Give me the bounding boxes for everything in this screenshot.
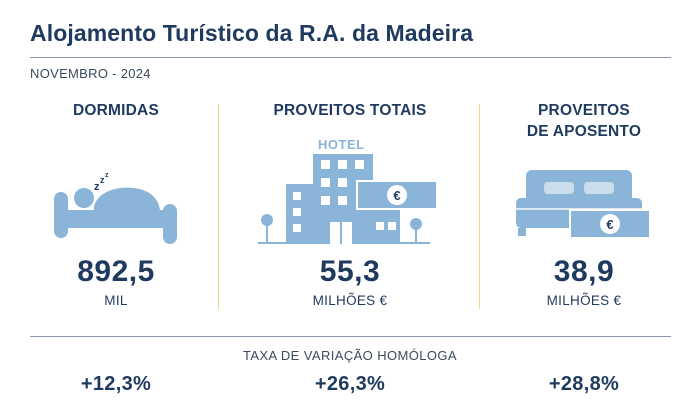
variation-label: TAXA DE VARIAÇÃO HOMÓLOGA xyxy=(243,348,457,363)
svg-text:€: € xyxy=(393,188,400,203)
indicator-value: 38,9 xyxy=(553,255,615,288)
hotel-icon: HOTEL € xyxy=(258,136,438,253)
variation-rate-proveitos-aposento: +28,8% xyxy=(548,373,620,395)
variation-rate-dormidas: +12,3% xyxy=(80,373,152,395)
svg-text:z: z xyxy=(105,172,109,179)
svg-text:z: z xyxy=(100,175,105,185)
column-divider xyxy=(218,104,219,309)
indicator-value: 55,3 xyxy=(319,255,381,288)
indicator-heading: DORMIDAS xyxy=(73,102,159,119)
svg-text:€: € xyxy=(606,217,613,232)
indicator-heading-line2: DE APOSENTO xyxy=(526,123,642,140)
column-divider xyxy=(479,104,480,309)
hotel-sign-text: HOTEL xyxy=(318,137,365,152)
svg-text:z: z xyxy=(94,181,100,193)
section-divider xyxy=(30,336,671,337)
indicator-unit: MILHÕES € xyxy=(546,293,622,308)
indicator-value: 892,5 xyxy=(77,255,155,288)
indicator-unit: MILHÕES € xyxy=(312,293,388,308)
period-label: NOVEMBRO - 2024 xyxy=(30,66,151,81)
indicator-heading-line1: PROVEITOS xyxy=(538,102,630,119)
page-title: Alojamento Turístico da R.A. da Madeira xyxy=(30,20,474,46)
variation-rate-proveitos-totais: +26,3% xyxy=(314,373,386,395)
indicator-heading: PROVEITOS TOTAIS xyxy=(273,102,427,119)
indicator-proveitos-totais: PROVEITOS TOTAIS 55,3 MILHÕES € xyxy=(250,100,450,308)
title-divider xyxy=(30,57,671,58)
bedroom-icon: € xyxy=(514,168,654,251)
indicator-proveitos-aposento: PROVEITOS DE APOSENTO 38,9 MILHÕES € xyxy=(484,100,684,308)
indicator-dormidas: DORMIDAS 892,5 MIL xyxy=(16,100,216,308)
indicator-unit: MIL xyxy=(104,293,128,308)
sleeping-person-icon: z z z xyxy=(54,172,180,249)
